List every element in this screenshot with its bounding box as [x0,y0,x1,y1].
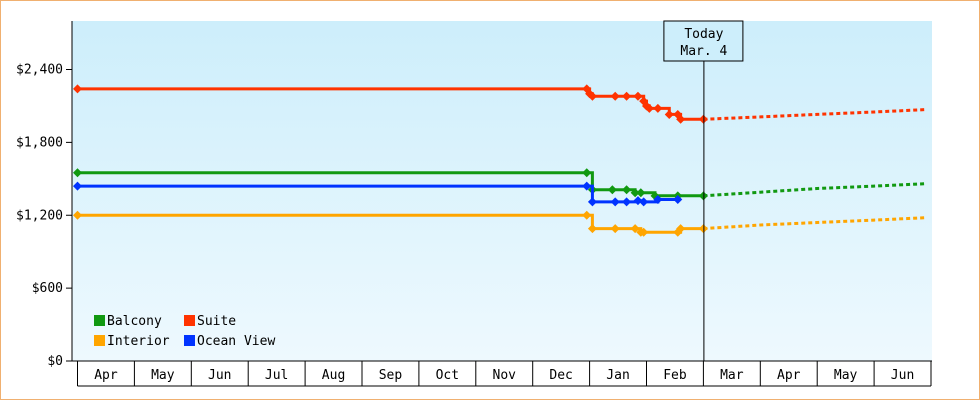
forecast-line [703,182,926,198]
month-label: Nov [493,368,517,383]
data-point[interactable] [73,181,82,191]
y-tick-label: $600 [32,281,63,296]
legend-swatch [184,335,195,346]
series-ocean-view [73,181,683,207]
month-label: May [834,368,858,383]
data-point[interactable] [676,224,686,234]
data-point[interactable] [630,224,640,234]
data-point[interactable] [610,224,620,234]
legend-label: Balcony [107,314,162,329]
month-label: Dec [549,368,572,383]
today-date: Mar. 4 [680,44,727,59]
month-label: Jan [606,368,629,383]
legend-label: Suite [197,314,236,329]
data-point[interactable] [673,194,683,204]
forecast-line [703,216,926,231]
today-label: Today [684,27,723,42]
month-label: Mar [720,368,744,383]
y-tick-label: $1,200 [16,208,63,223]
data-point[interactable] [644,103,654,113]
data-point[interactable] [664,109,674,119]
data-point[interactable] [587,91,597,101]
data-point[interactable] [587,197,597,207]
data-point[interactable] [73,210,82,220]
data-point[interactable] [622,197,632,207]
data-point[interactable] [676,114,686,124]
data-point[interactable] [582,210,592,220]
data-point[interactable] [639,227,649,237]
legend-swatch [184,315,195,326]
data-point[interactable] [607,185,617,195]
data-point[interactable] [610,91,620,101]
y-tick-label: $0 [47,354,63,369]
month-label: Apr [94,368,118,383]
today-box [663,20,744,62]
month-label: Jul [265,368,288,383]
data-point[interactable] [653,194,663,204]
data-point[interactable] [610,197,620,207]
y-tick-label: $1,800 [16,135,63,150]
month-label: Feb [663,368,687,383]
data-point[interactable] [73,168,82,178]
plot-background [72,21,932,361]
data-point[interactable] [582,181,592,191]
y-tick-label: $2,400 [16,63,63,78]
data-point[interactable] [636,188,646,198]
legend-swatch [94,335,105,346]
legend-label: Interior [107,334,170,349]
data-point[interactable] [653,103,663,113]
series-suite [73,84,708,124]
forecast-line [703,108,926,121]
month-label: May [151,368,175,383]
data-point[interactable] [622,91,632,101]
data-point[interactable] [622,185,632,195]
data-point[interactable] [73,84,82,94]
month-label: Sep [379,368,403,383]
series-interior [73,210,708,237]
month-label: Apr [777,368,801,383]
month-label: Jun [208,368,231,383]
legend-swatch [94,315,105,326]
month-label: Aug [322,368,345,383]
data-point[interactable] [582,168,592,178]
month-label: Oct [436,368,459,383]
data-point[interactable] [587,224,597,234]
month-label: Jun [891,368,914,383]
data-point[interactable] [639,197,649,207]
data-point[interactable] [633,91,643,101]
legend-label: Ocean View [197,334,275,349]
data-point[interactable] [630,188,640,198]
